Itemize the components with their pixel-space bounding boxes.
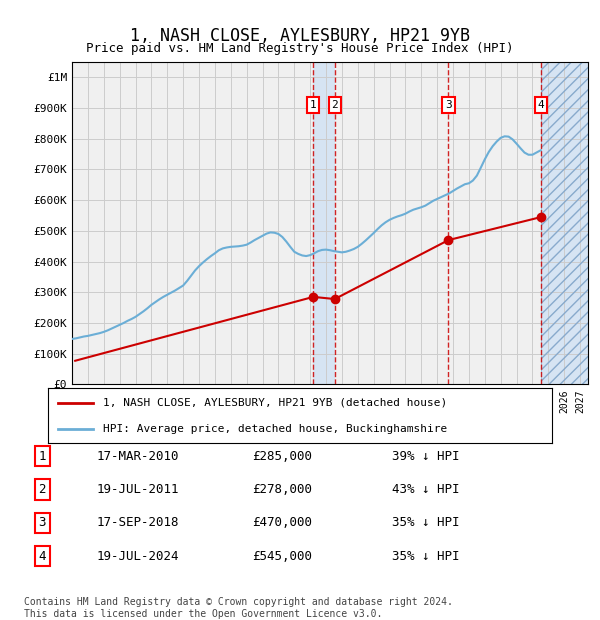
Text: 3: 3 <box>38 516 46 529</box>
Text: 19-JUL-2024: 19-JUL-2024 <box>97 550 179 563</box>
Text: 2: 2 <box>38 483 46 496</box>
Text: 1, NASH CLOSE, AYLESBURY, HP21 9YB (detached house): 1, NASH CLOSE, AYLESBURY, HP21 9YB (deta… <box>103 398 448 408</box>
Text: 2: 2 <box>331 100 338 110</box>
Text: 43% ↓ HPI: 43% ↓ HPI <box>392 483 460 496</box>
Text: Contains HM Land Registry data © Crown copyright and database right 2024.
This d: Contains HM Land Registry data © Crown c… <box>24 597 453 619</box>
Text: 4: 4 <box>538 100 544 110</box>
Text: 3: 3 <box>445 100 452 110</box>
Text: 4: 4 <box>38 550 46 563</box>
Text: 1: 1 <box>310 100 317 110</box>
Bar <box>313 62 335 384</box>
Text: 35% ↓ HPI: 35% ↓ HPI <box>392 550 460 563</box>
Text: 39% ↓ HPI: 39% ↓ HPI <box>392 450 460 463</box>
Text: £470,000: £470,000 <box>252 516 312 529</box>
Text: 17-MAR-2010: 17-MAR-2010 <box>97 450 179 463</box>
Bar <box>541 62 588 384</box>
Text: £278,000: £278,000 <box>252 483 312 496</box>
Text: 1, NASH CLOSE, AYLESBURY, HP21 9YB: 1, NASH CLOSE, AYLESBURY, HP21 9YB <box>130 27 470 45</box>
Text: 35% ↓ HPI: 35% ↓ HPI <box>392 516 460 529</box>
Text: 19-JUL-2011: 19-JUL-2011 <box>97 483 179 496</box>
Text: HPI: Average price, detached house, Buckinghamshire: HPI: Average price, detached house, Buck… <box>103 424 448 434</box>
Bar <box>541 62 588 384</box>
Text: 1: 1 <box>38 450 46 463</box>
Text: 17-SEP-2018: 17-SEP-2018 <box>97 516 179 529</box>
Text: £545,000: £545,000 <box>252 550 312 563</box>
Text: £285,000: £285,000 <box>252 450 312 463</box>
Text: Price paid vs. HM Land Registry's House Price Index (HPI): Price paid vs. HM Land Registry's House … <box>86 42 514 55</box>
